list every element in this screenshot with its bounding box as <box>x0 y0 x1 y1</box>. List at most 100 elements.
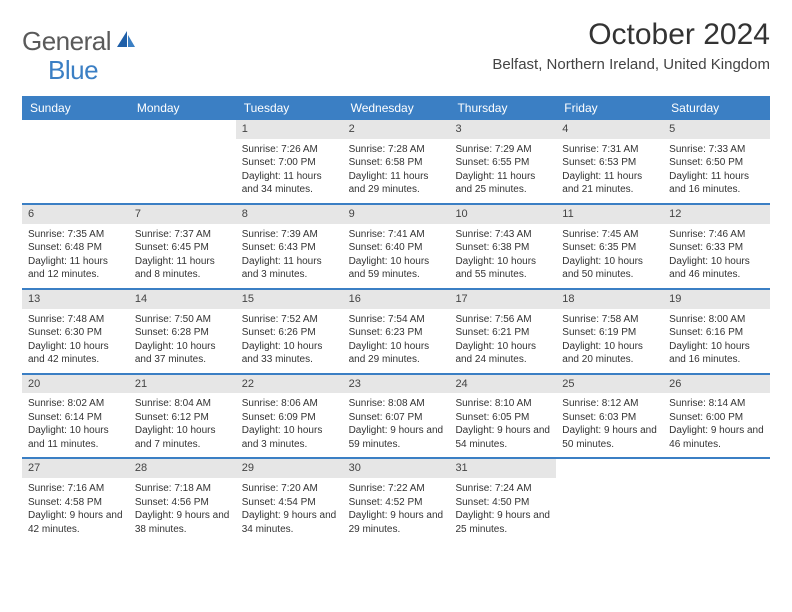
day-number: 25 <box>556 375 663 394</box>
sunset-text: Sunset: 6:23 PM <box>349 326 444 340</box>
day-number: 21 <box>129 375 236 394</box>
sunset-text: Sunset: 6:35 PM <box>562 241 657 255</box>
day-header-thu: Thursday <box>449 96 556 120</box>
sunrise-text: Sunrise: 7:31 AM <box>562 143 657 157</box>
day-details: Sunrise: 8:04 AMSunset: 6:12 PMDaylight:… <box>129 393 236 457</box>
sunset-text: Sunset: 4:52 PM <box>349 496 444 510</box>
week-row: 27Sunrise: 7:16 AMSunset: 4:58 PMDayligh… <box>22 457 770 542</box>
sunrise-text: Sunrise: 8:10 AM <box>455 397 550 411</box>
sunset-text: Sunset: 6:30 PM <box>28 326 123 340</box>
daylight-text: Daylight: 9 hours and 34 minutes. <box>242 509 337 536</box>
day-headers-row: Sunday Monday Tuesday Wednesday Thursday… <box>22 96 770 120</box>
day-details: Sunrise: 7:52 AMSunset: 6:26 PMDaylight:… <box>236 309 343 373</box>
sunset-text: Sunset: 6:55 PM <box>455 156 550 170</box>
day-details: Sunrise: 7:45 AMSunset: 6:35 PMDaylight:… <box>556 224 663 288</box>
day-cell: 2Sunrise: 7:28 AMSunset: 6:58 PMDaylight… <box>343 120 450 203</box>
day-details <box>129 139 236 149</box>
sunrise-text: Sunrise: 7:43 AM <box>455 228 550 242</box>
sunrise-text: Sunrise: 8:12 AM <box>562 397 657 411</box>
day-cell: 20Sunrise: 8:02 AMSunset: 6:14 PMDayligh… <box>22 375 129 458</box>
sunset-text: Sunset: 6:26 PM <box>242 326 337 340</box>
sunset-text: Sunset: 6:07 PM <box>349 411 444 425</box>
sunrise-text: Sunrise: 7:29 AM <box>455 143 550 157</box>
day-cell: 11Sunrise: 7:45 AMSunset: 6:35 PMDayligh… <box>556 205 663 288</box>
daylight-text: Daylight: 10 hours and 7 minutes. <box>135 424 230 451</box>
sunrise-text: Sunrise: 8:14 AM <box>669 397 764 411</box>
day-number: 12 <box>663 205 770 224</box>
day-cell: 17Sunrise: 7:56 AMSunset: 6:21 PMDayligh… <box>449 290 556 373</box>
sail-icon <box>115 29 137 54</box>
day-cell <box>556 459 663 542</box>
day-details: Sunrise: 7:50 AMSunset: 6:28 PMDaylight:… <box>129 309 236 373</box>
day-cell: 16Sunrise: 7:54 AMSunset: 6:23 PMDayligh… <box>343 290 450 373</box>
sunrise-text: Sunrise: 8:06 AM <box>242 397 337 411</box>
day-details: Sunrise: 7:39 AMSunset: 6:43 PMDaylight:… <box>236 224 343 288</box>
day-number: 26 <box>663 375 770 394</box>
sunset-text: Sunset: 6:48 PM <box>28 241 123 255</box>
day-details: Sunrise: 7:28 AMSunset: 6:58 PMDaylight:… <box>343 139 450 203</box>
daylight-text: Daylight: 11 hours and 16 minutes. <box>669 170 764 197</box>
day-cell: 9Sunrise: 7:41 AMSunset: 6:40 PMDaylight… <box>343 205 450 288</box>
daylight-text: Daylight: 10 hours and 3 minutes. <box>242 424 337 451</box>
day-header-tue: Tuesday <box>236 96 343 120</box>
sunrise-text: Sunrise: 7:33 AM <box>669 143 764 157</box>
day-number: 19 <box>663 290 770 309</box>
daylight-text: Daylight: 9 hours and 25 minutes. <box>455 509 550 536</box>
sunrise-text: Sunrise: 7:46 AM <box>669 228 764 242</box>
day-cell <box>129 120 236 203</box>
day-cell: 8Sunrise: 7:39 AMSunset: 6:43 PMDaylight… <box>236 205 343 288</box>
sunrise-text: Sunrise: 7:58 AM <box>562 313 657 327</box>
daylight-text: Daylight: 11 hours and 21 minutes. <box>562 170 657 197</box>
sunrise-text: Sunrise: 8:02 AM <box>28 397 123 411</box>
day-number: 1 <box>236 120 343 139</box>
day-cell: 29Sunrise: 7:20 AMSunset: 4:54 PMDayligh… <box>236 459 343 542</box>
sunrise-text: Sunrise: 8:04 AM <box>135 397 230 411</box>
sunset-text: Sunset: 6:14 PM <box>28 411 123 425</box>
day-number: 13 <box>22 290 129 309</box>
day-number: 3 <box>449 120 556 139</box>
month-title: October 2024 <box>492 18 770 52</box>
day-cell: 12Sunrise: 7:46 AMSunset: 6:33 PMDayligh… <box>663 205 770 288</box>
day-cell: 5Sunrise: 7:33 AMSunset: 6:50 PMDaylight… <box>663 120 770 203</box>
day-header-sun: Sunday <box>22 96 129 120</box>
day-details: Sunrise: 7:58 AMSunset: 6:19 PMDaylight:… <box>556 309 663 373</box>
sunrise-text: Sunrise: 7:35 AM <box>28 228 123 242</box>
day-cell: 28Sunrise: 7:18 AMSunset: 4:56 PMDayligh… <box>129 459 236 542</box>
sunrise-text: Sunrise: 8:00 AM <box>669 313 764 327</box>
day-number: 14 <box>129 290 236 309</box>
sunset-text: Sunset: 6:16 PM <box>669 326 764 340</box>
day-cell: 26Sunrise: 8:14 AMSunset: 6:00 PMDayligh… <box>663 375 770 458</box>
day-cell: 31Sunrise: 7:24 AMSunset: 4:50 PMDayligh… <box>449 459 556 542</box>
day-cell <box>22 120 129 203</box>
sunrise-text: Sunrise: 7:39 AM <box>242 228 337 242</box>
day-cell: 25Sunrise: 8:12 AMSunset: 6:03 PMDayligh… <box>556 375 663 458</box>
day-cell: 14Sunrise: 7:50 AMSunset: 6:28 PMDayligh… <box>129 290 236 373</box>
daylight-text: Daylight: 10 hours and 42 minutes. <box>28 340 123 367</box>
day-details: Sunrise: 8:00 AMSunset: 6:16 PMDaylight:… <box>663 309 770 373</box>
daylight-text: Daylight: 9 hours and 42 minutes. <box>28 509 123 536</box>
brand-name-a: General <box>22 26 111 57</box>
day-cell: 23Sunrise: 8:08 AMSunset: 6:07 PMDayligh… <box>343 375 450 458</box>
day-cell: 30Sunrise: 7:22 AMSunset: 4:52 PMDayligh… <box>343 459 450 542</box>
week-row: 20Sunrise: 8:02 AMSunset: 6:14 PMDayligh… <box>22 373 770 458</box>
week-row: 13Sunrise: 7:48 AMSunset: 6:30 PMDayligh… <box>22 288 770 373</box>
sunset-text: Sunset: 6:50 PM <box>669 156 764 170</box>
day-number: 17 <box>449 290 556 309</box>
day-header-mon: Monday <box>129 96 236 120</box>
day-number: 2 <box>343 120 450 139</box>
day-details: Sunrise: 7:29 AMSunset: 6:55 PMDaylight:… <box>449 139 556 203</box>
day-details: Sunrise: 7:33 AMSunset: 6:50 PMDaylight:… <box>663 139 770 203</box>
daylight-text: Daylight: 10 hours and 29 minutes. <box>349 340 444 367</box>
sunrise-text: Sunrise: 8:08 AM <box>349 397 444 411</box>
day-details: Sunrise: 8:14 AMSunset: 6:00 PMDaylight:… <box>663 393 770 457</box>
daylight-text: Daylight: 10 hours and 50 minutes. <box>562 255 657 282</box>
daylight-text: Daylight: 10 hours and 55 minutes. <box>455 255 550 282</box>
day-details: Sunrise: 7:48 AMSunset: 6:30 PMDaylight:… <box>22 309 129 373</box>
daylight-text: Daylight: 10 hours and 59 minutes. <box>349 255 444 282</box>
sunrise-text: Sunrise: 7:16 AM <box>28 482 123 496</box>
week-row: 6Sunrise: 7:35 AMSunset: 6:48 PMDaylight… <box>22 203 770 288</box>
day-details <box>556 478 663 488</box>
sunset-text: Sunset: 6:03 PM <box>562 411 657 425</box>
sunset-text: Sunset: 6:53 PM <box>562 156 657 170</box>
daylight-text: Daylight: 11 hours and 25 minutes. <box>455 170 550 197</box>
